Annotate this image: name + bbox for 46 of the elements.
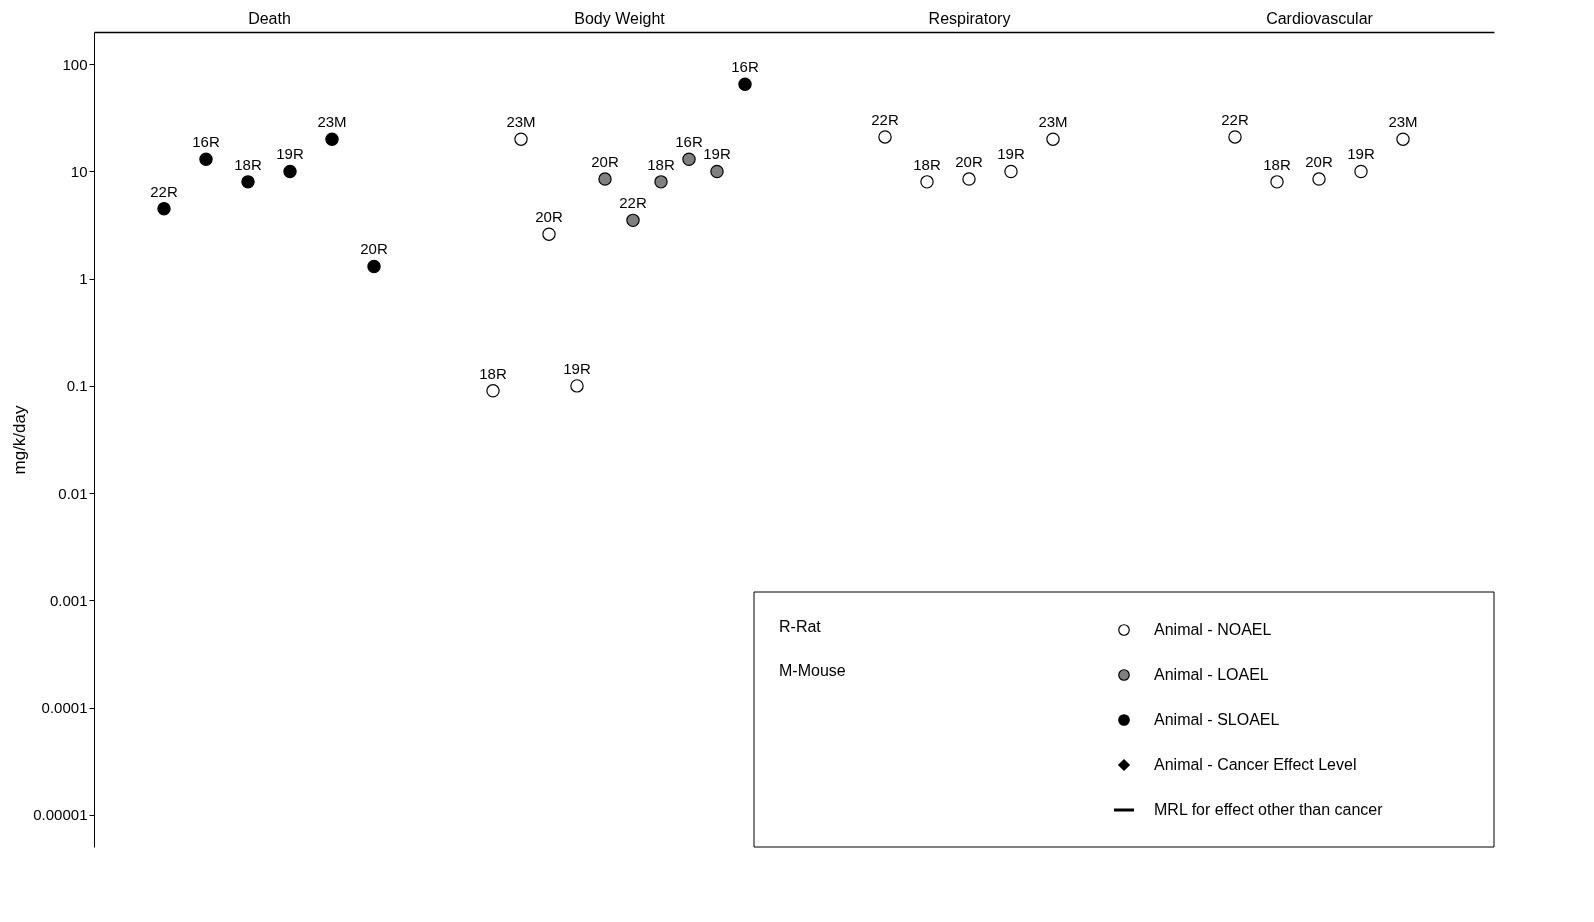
annotation: 23M [1388,113,1418,131]
annotation: 18R [647,155,675,173]
annotation: 23M [317,113,347,131]
annotation: 16R [192,133,220,151]
annotation: 19R [563,359,591,377]
annotation: 20R [955,153,983,171]
legend-label: Animal - LOAEL [1154,666,1269,683]
y-tick-label: 10 [70,162,88,180]
y-tick-label: 0.1 [66,377,88,395]
x-tick-label: Cardiovascular [1266,9,1374,27]
annotation: 23M [1038,113,1068,131]
annotation: 20R [591,153,619,171]
y-tick-label: 0.0001 [41,699,88,717]
x-tick-label: Respiratory [928,9,1011,27]
annotation: R-Rat [779,618,822,635]
x-tick-label: Body Weight [574,9,666,27]
y-tick-label: 100 [62,55,88,73]
annotation: 22R [619,194,647,212]
annotation: 20R [535,208,563,226]
annotation: 19R [1347,145,1375,163]
annotation: 19R [276,145,304,163]
y-axis-title: mg/k/day [10,405,30,475]
annotation: 16R [731,58,759,76]
annotation: 16R [675,133,703,151]
annotation: 19R [997,145,1025,163]
y-tick-label: 0.00001 [33,806,88,824]
annotation: 18R [913,155,941,173]
y-tick-label: 1 [79,270,88,288]
legend-label: Animal - SLOAEL [1154,711,1280,728]
annotation: 18R [234,155,262,173]
annotation: 20R [1305,153,1333,171]
annotation: 18R [1263,155,1291,173]
annotation: 23M [506,113,536,131]
annotation: 22R [150,182,178,200]
annotation: 19R [703,145,731,163]
annotation: M-Mouse [779,662,846,679]
legend-label: Animal - NOAEL [1154,621,1272,638]
annotation: 22R [871,110,899,128]
annotation: 22R [1221,110,1249,128]
annotation: 18R [479,364,507,382]
x-tick-label: Death [248,9,291,27]
annotation: 20R [360,240,388,258]
y-tick-label: 0.01 [58,484,88,502]
legend-label: MRL for effect other than cancer [1154,801,1384,818]
legend-label: Animal - Cancer Effect Level [1154,756,1357,773]
y-tick-label: 0.001 [49,591,88,609]
